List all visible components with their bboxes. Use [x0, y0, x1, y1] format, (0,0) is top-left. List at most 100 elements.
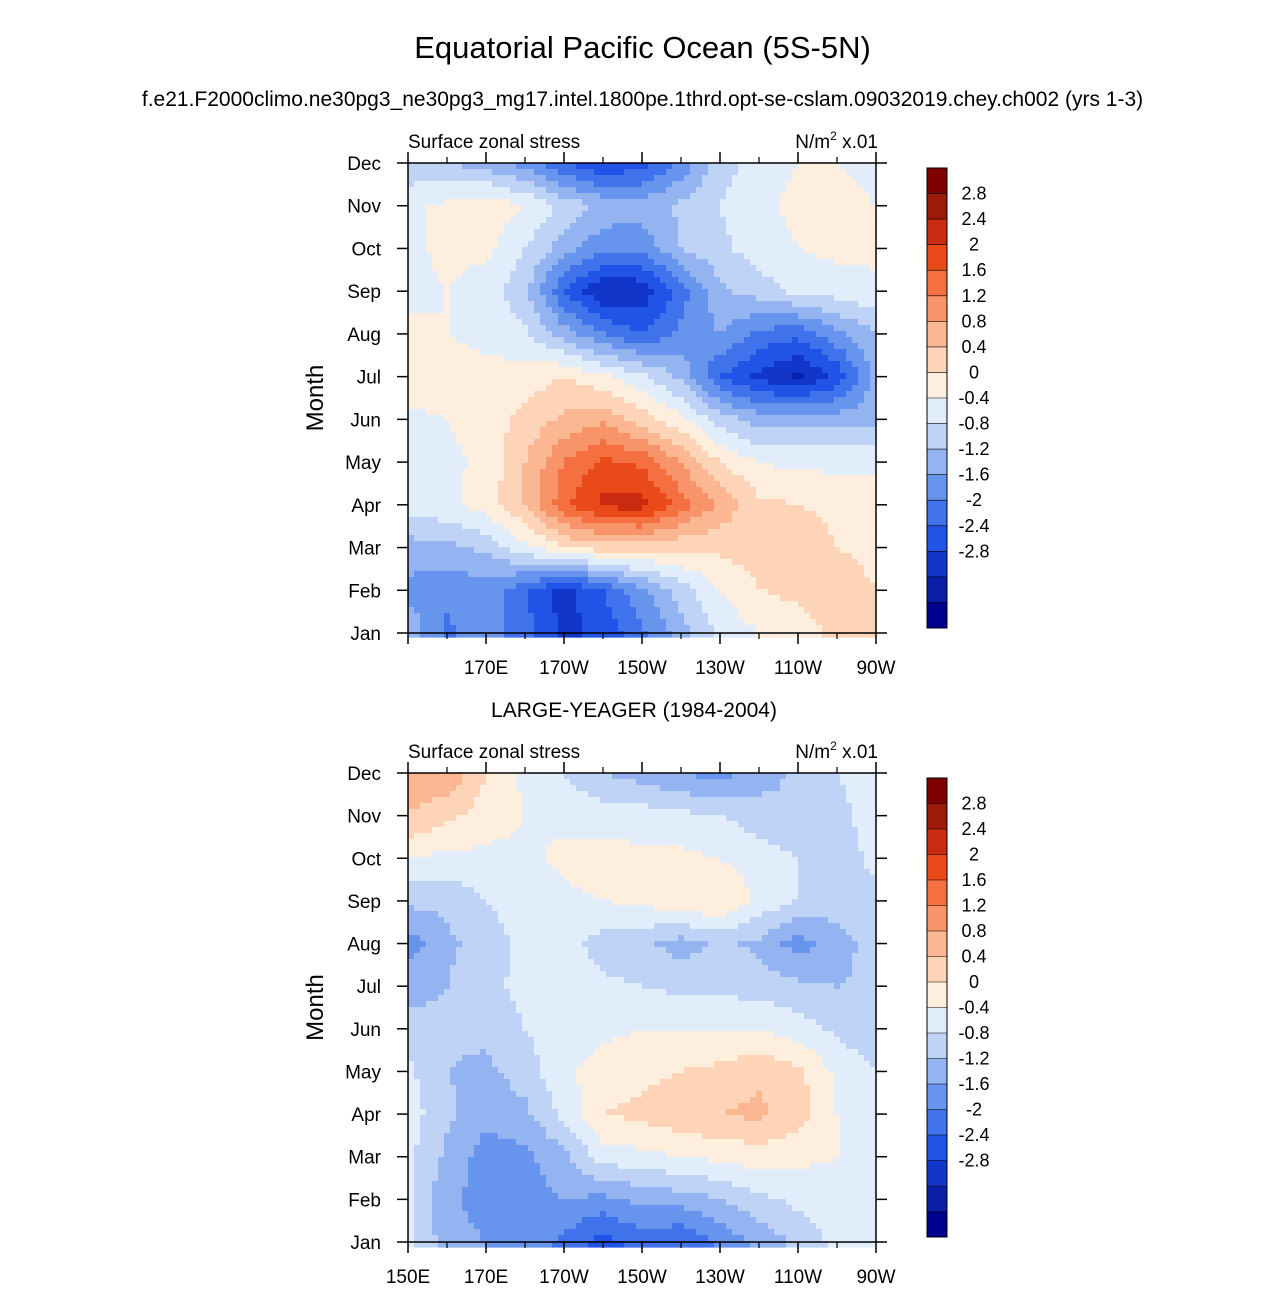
contour-cell — [750, 241, 757, 248]
contour-cell — [642, 355, 649, 362]
contour-cell — [630, 469, 637, 476]
contour-cell — [702, 235, 709, 242]
contour-cell — [624, 379, 631, 386]
contour-cell — [810, 301, 817, 308]
contour-cell — [432, 445, 439, 452]
contour-cell — [750, 283, 757, 290]
contour-cell — [534, 487, 541, 494]
contour-cell — [738, 313, 745, 320]
contour-cell — [528, 343, 535, 350]
contour-cell — [672, 457, 679, 464]
contour-cell — [612, 379, 619, 386]
contour-cell — [612, 193, 619, 200]
contour-cell — [684, 349, 691, 356]
contour-cell — [720, 277, 727, 284]
contour-cell — [666, 361, 673, 368]
contour-cell — [816, 505, 823, 512]
contour-cell — [438, 181, 445, 188]
contour-cell — [534, 289, 541, 296]
contour-cell — [678, 331, 685, 338]
contour-cell — [612, 217, 619, 224]
contour-cell — [444, 337, 451, 344]
contour-cell — [684, 373, 691, 380]
contour-cell — [702, 409, 709, 416]
contour-cell — [852, 361, 859, 368]
contour-cell — [456, 259, 463, 266]
contour-cell — [852, 319, 859, 326]
contour-cell — [582, 253, 589, 260]
contour-cell — [432, 169, 439, 176]
contour-cell — [522, 289, 529, 296]
contour-cell — [630, 355, 637, 362]
contour-cell — [804, 373, 811, 380]
contour-cell — [612, 307, 619, 314]
contour-cell — [768, 541, 775, 548]
contour-cell — [450, 349, 457, 356]
contour-cell — [828, 223, 835, 230]
contour-cell — [684, 223, 691, 230]
contour-cell — [510, 331, 517, 338]
contour-cell — [420, 211, 427, 218]
contour-cell — [720, 475, 727, 482]
contour-cell — [606, 229, 613, 236]
contour-cell — [708, 337, 715, 344]
contour-cell — [786, 445, 793, 452]
contour-cell — [834, 433, 841, 440]
contour-cell — [606, 277, 613, 284]
contour-cell — [798, 193, 805, 200]
contour-cell — [618, 343, 625, 350]
contour-cell — [588, 415, 595, 422]
contour-cell — [810, 259, 817, 266]
contour-cell — [606, 241, 613, 248]
contour-cell — [564, 487, 571, 494]
contour-cell — [594, 385, 601, 392]
contour-cell — [768, 349, 775, 356]
contour-cell — [846, 289, 853, 296]
contour-cell — [636, 469, 643, 476]
contour-cell — [696, 451, 703, 458]
contour-cell — [690, 331, 697, 338]
contour-cell — [528, 427, 535, 434]
contour-cell — [546, 199, 553, 206]
contour-cell — [612, 175, 619, 182]
contour-cell — [438, 355, 445, 362]
contour-cell — [660, 187, 667, 194]
contour-cell — [864, 451, 871, 458]
contour-cell — [474, 493, 481, 500]
contour-cell — [426, 205, 433, 212]
contour-cell — [510, 499, 517, 506]
contour-cell — [714, 397, 721, 404]
contour-cell — [600, 325, 607, 332]
contour-cell — [732, 529, 739, 536]
contour-cell — [648, 439, 655, 446]
contour-cell — [702, 325, 709, 332]
contour-cell — [558, 415, 565, 422]
contour-cell — [786, 241, 793, 248]
contour-cell — [744, 355, 751, 362]
contour-cell — [666, 505, 673, 512]
contour-cell — [606, 181, 613, 188]
contour-cell — [558, 379, 565, 386]
contour-cell — [642, 535, 649, 542]
contour-cell — [858, 241, 865, 248]
contour-cell — [456, 415, 463, 422]
contour-cell — [780, 415, 787, 422]
contour-cell — [738, 187, 745, 194]
contour-cell — [528, 505, 535, 512]
contour-cell — [552, 343, 559, 350]
contour-cell — [564, 379, 571, 386]
contour-cell — [852, 415, 859, 422]
contour-cell — [570, 421, 577, 428]
contour-cell — [432, 361, 439, 368]
contour-cell — [666, 415, 673, 422]
contour-cell — [420, 505, 427, 512]
contour-cell — [732, 433, 739, 440]
contour-cell — [456, 523, 463, 530]
contour-cell — [870, 367, 877, 374]
contour-cell — [840, 247, 847, 254]
contour-cell — [450, 493, 457, 500]
contour-cell — [780, 181, 787, 188]
contour-cell — [654, 361, 661, 368]
contour-cell — [756, 481, 763, 488]
contour-cell — [456, 247, 463, 254]
